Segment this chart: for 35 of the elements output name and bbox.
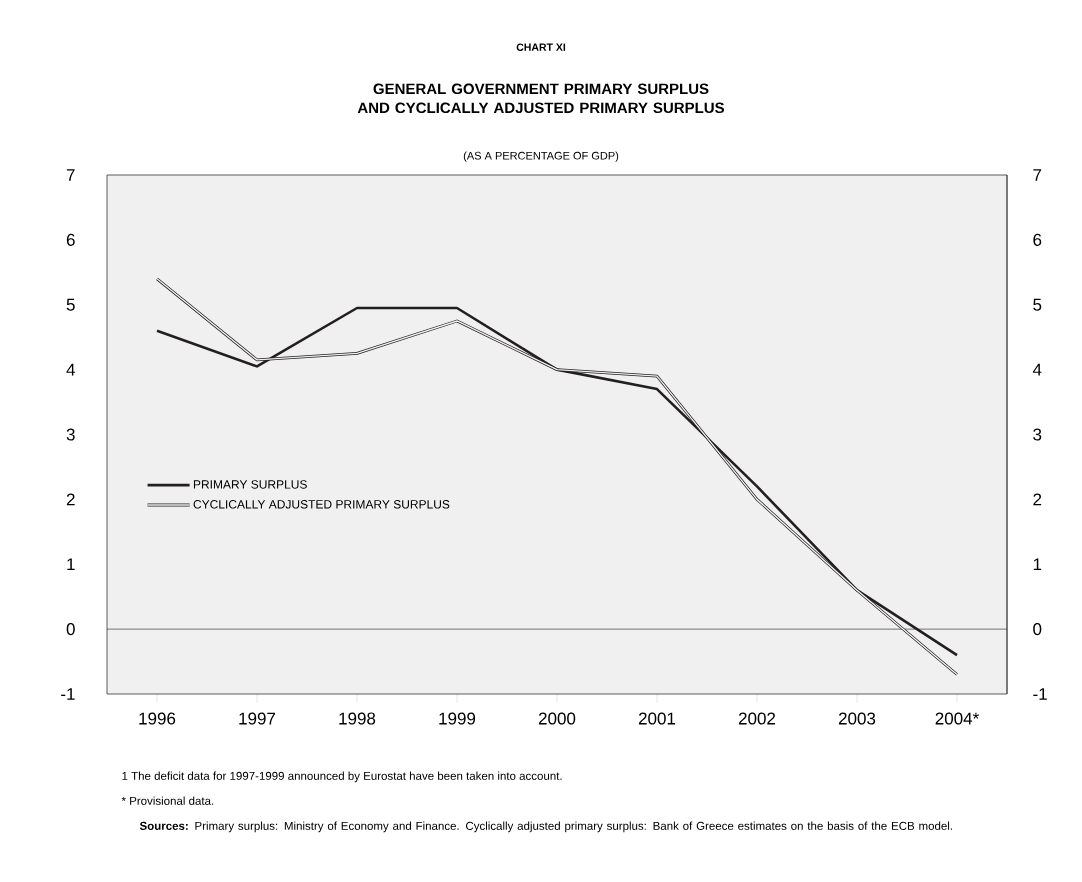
y-tick-label: 1 [67, 558, 75, 571]
y2-tick-label: 3 [1033, 428, 1042, 441]
legend-label: PRIMARY SURPLUS [193, 480, 307, 489]
x-tick-label: 2001 [638, 712, 676, 725]
y-tick-label: 4 [66, 363, 75, 376]
y-tick-label: 6 [66, 233, 75, 246]
y2-tick-label: 5 [1033, 298, 1042, 311]
y2-tick-label: 4 [1032, 363, 1042, 376]
x-tick-label: 1996 [139, 712, 176, 725]
y-tick-label: 5 [66, 298, 75, 311]
text: 1 The deficit data for 1997-1999 announced by Eurostat have been taken into account. [122, 771, 562, 783]
text: CHART XI [516, 43, 566, 51]
x-tick-label: 2000 [538, 712, 576, 725]
y2-tick-label: 1 [1033, 558, 1042, 571]
x-tick-label: 1999 [439, 712, 476, 725]
y2-tick-label: 7 [1033, 169, 1042, 181]
y2-tick-label: 2 [1033, 493, 1042, 506]
y2-tick-label: -1 [1033, 688, 1047, 700]
chart-title: GENERAL GOVERNMENT PRIMARY SURPLUS AND CYCLICALLY ADJUSTED PRIMARY SURPLUS [357, 83, 725, 114]
x-tick-label: 1997 [239, 712, 276, 725]
y-tick-label: 0 [66, 623, 75, 636]
y2-tick-label: 6 [1033, 233, 1042, 246]
y-tick-label: 3 [66, 428, 75, 441]
legend-label: CYCLICALLY ADJUSTED PRIMARY SURPLUS [193, 500, 450, 509]
y-tick-label: 2 [66, 493, 75, 506]
y-tick-label: -1 [61, 688, 75, 700]
x-tick-label: 2002 [738, 712, 776, 725]
text: Sources: Primary surplus: Ministry of Economy and Finance. Cyclically adjusted primary surplus: Bank of Greece estimates on the basis of the ECB model. [139, 821, 952, 833]
chart-subtitle: (AS A PERCENTAGE OF GDP) [463, 151, 619, 162]
x-tick-label: 2003 [838, 712, 876, 725]
y-tick-label: 7 [66, 169, 75, 181]
x-tick-label: 2004* [935, 712, 979, 725]
text: * Provisional data. [121, 796, 214, 805]
y2-tick-label: 0 [1033, 623, 1042, 636]
x-tick-label: 1998 [339, 712, 376, 725]
